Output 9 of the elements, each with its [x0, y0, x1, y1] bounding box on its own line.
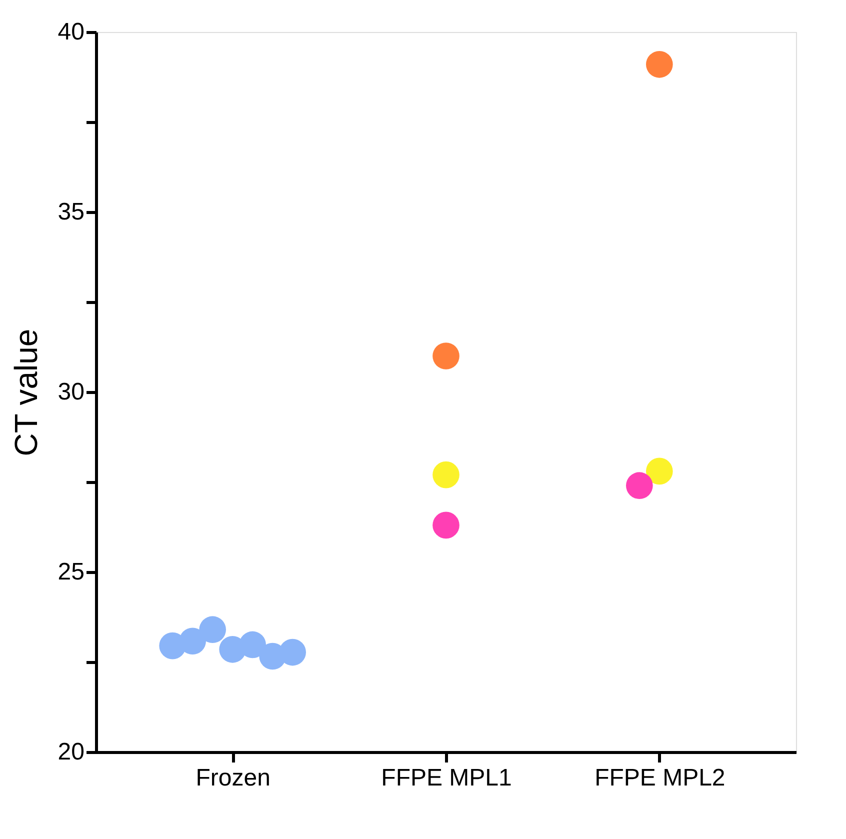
x-tick-label: FFPE MPL1	[381, 764, 512, 792]
x-tick-label: Frozen	[196, 764, 270, 792]
y-tick-label: 25	[58, 558, 84, 586]
y-tick-label: 20	[58, 738, 84, 766]
y-tick-label: 40	[58, 18, 84, 46]
y-axis-title: CT value	[8, 328, 44, 456]
y-tick-label: 35	[58, 198, 84, 226]
x-tick-label: FFPE MPL2	[594, 764, 726, 792]
y-tick-label: 30	[58, 378, 84, 406]
